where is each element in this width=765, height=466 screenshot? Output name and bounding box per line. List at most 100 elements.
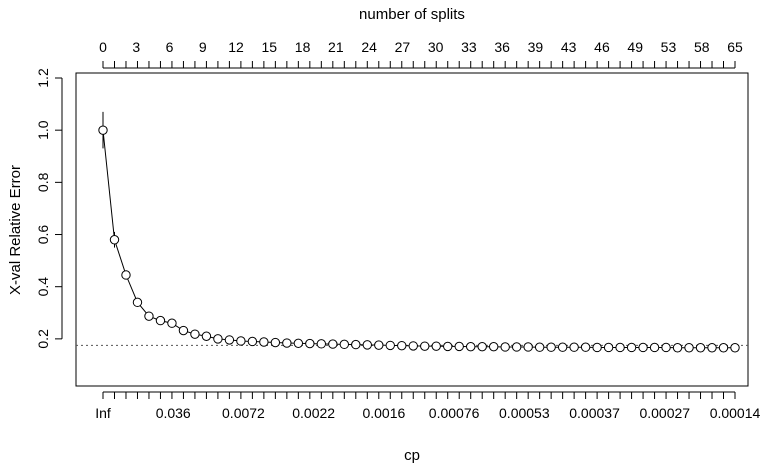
data-point (201, 331, 212, 341)
top-tick-label: 39 (528, 39, 544, 55)
top-tick-label: 6 (166, 39, 174, 55)
data-point (178, 325, 189, 336)
data-point (615, 342, 625, 353)
data-point (362, 340, 372, 350)
data-point (351, 339, 361, 350)
data-point (707, 343, 717, 353)
top-tick-label: 0 (99, 39, 107, 55)
data-point (534, 342, 545, 352)
series-line (102, 130, 735, 349)
y-tick-label: 0.6 (35, 225, 51, 245)
y-tick-label: 0.8 (35, 172, 51, 192)
top-tick-label: 18 (295, 39, 311, 55)
data-point (443, 341, 453, 352)
data-point (580, 342, 591, 352)
y-axis: 0.2 0.4 0.6 0.8 1.0 1.2 (35, 68, 63, 349)
bottom-tick-label: 0.00053 (499, 405, 550, 421)
data-point (109, 235, 120, 245)
data-point (466, 341, 476, 352)
data-point (420, 341, 430, 351)
top-tick-label: 12 (228, 39, 244, 55)
data-point (316, 339, 327, 349)
data-point (213, 334, 223, 344)
data-point (144, 311, 154, 321)
top-tick-label: 53 (661, 39, 677, 55)
top-tick-label: 65 (727, 39, 743, 55)
data-point (328, 339, 338, 349)
top-tick-label: 15 (262, 39, 278, 55)
data-points (98, 125, 740, 353)
data-point (259, 337, 269, 347)
top-tick-label: 36 (494, 39, 510, 55)
data-point (730, 343, 740, 353)
top-tick-label: 33 (461, 39, 477, 55)
data-point (121, 270, 131, 280)
bottom-tick-label: 0.0016 (362, 405, 405, 421)
data-point (339, 339, 350, 350)
y-axis-title: X-val Relative Error (7, 165, 24, 295)
bottom-tick-label: Inf (95, 405, 111, 421)
top-tick-label: 46 (594, 39, 610, 55)
top-tick-label: 58 (694, 39, 710, 55)
top-tick-label: 24 (361, 39, 377, 55)
data-point (431, 341, 441, 351)
bottom-tick-label: 0.0022 (292, 405, 335, 421)
data-point (454, 341, 464, 352)
data-point (385, 340, 395, 351)
data-point (672, 343, 683, 353)
data-point (638, 342, 648, 353)
top-tick-label: 30 (428, 39, 444, 55)
top-axis-title: number of splits (359, 6, 465, 23)
y-tick-label: 1.0 (35, 120, 51, 140)
data-point (569, 342, 579, 352)
y-tick-label: 1.2 (35, 68, 51, 88)
data-point (270, 337, 281, 348)
data-point (661, 342, 671, 353)
data-point (190, 329, 200, 339)
data-point (167, 318, 177, 328)
data-point (695, 343, 706, 353)
data-point (649, 342, 660, 353)
data-point (224, 335, 235, 345)
data-point (488, 341, 499, 352)
data-point (98, 125, 108, 135)
data-point (718, 343, 729, 353)
data-point (684, 343, 694, 353)
data-point (247, 336, 258, 347)
top-axis: 0 3 6 9 12 15 18 21 24 27 30 33 36 39 43 46 49 53 58 65 (99, 39, 743, 69)
data-point (546, 342, 556, 352)
error-bars (102, 111, 736, 350)
data-point (477, 341, 487, 352)
data-point (293, 338, 304, 349)
bottom-tick-label: 0.00037 (569, 405, 620, 421)
data-point (592, 342, 602, 353)
top-tick-label: 21 (328, 39, 344, 55)
bottom-axis: Inf 0.036 0.0072 0.0022 0.0016 0.00076 0.00053… (95, 391, 761, 421)
top-tick-label: 3 (132, 39, 140, 55)
bottom-tick-label: 0.0072 (222, 405, 265, 421)
top-tick-label: 49 (627, 39, 643, 55)
data-point (397, 340, 407, 351)
top-tick-label: 9 (199, 39, 207, 55)
data-point (155, 315, 166, 326)
data-point (626, 342, 637, 353)
top-tick-label: 27 (395, 39, 411, 55)
data-point (500, 342, 510, 352)
top-tick-label: 43 (561, 39, 577, 55)
data-point (282, 338, 292, 348)
data-point (374, 340, 384, 350)
x-axis-title: cp (404, 447, 420, 464)
data-point (305, 338, 315, 349)
data-point (408, 341, 418, 351)
data-point (523, 342, 533, 352)
bottom-tick-label: 0.036 (156, 405, 191, 421)
bottom-tick-label: 0.00014 (710, 405, 761, 421)
data-point (511, 342, 522, 352)
y-tick-label: 0.4 (35, 277, 51, 297)
plot-frame (75, 72, 749, 387)
bottom-tick-label: 0.00027 (639, 405, 690, 421)
data-point (132, 297, 143, 308)
data-point (603, 342, 614, 353)
y-tick-label: 0.2 (35, 329, 51, 349)
